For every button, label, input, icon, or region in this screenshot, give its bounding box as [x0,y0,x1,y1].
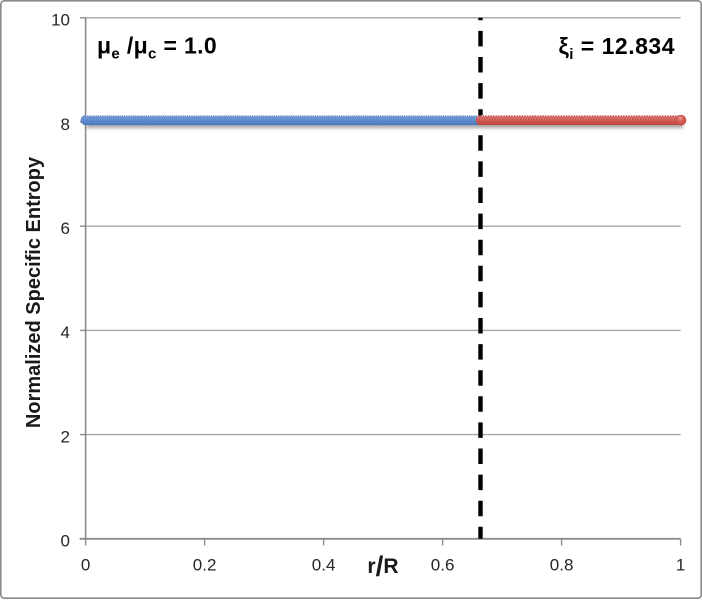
svg-text:10: 10 [51,11,70,30]
svg-text:2: 2 [61,427,70,446]
svg-text:4: 4 [61,323,70,342]
svg-text:0.8: 0.8 [550,556,574,575]
svg-text:6: 6 [61,219,70,238]
svg-text:0.4: 0.4 [312,556,336,575]
svg-text:8: 8 [61,115,70,134]
svg-text:Normalized Specific Entropy: Normalized Specific Entropy [23,156,45,428]
svg-text:0.6: 0.6 [431,556,455,575]
svg-text:r/R: r/R [367,551,398,582]
svg-text:ξi = 12.834: ξi = 12.834 [559,33,675,63]
svg-text:1: 1 [676,556,685,575]
svg-text:0: 0 [61,532,70,551]
svg-text:0: 0 [81,556,90,575]
svg-text:0.2: 0.2 [193,556,217,575]
